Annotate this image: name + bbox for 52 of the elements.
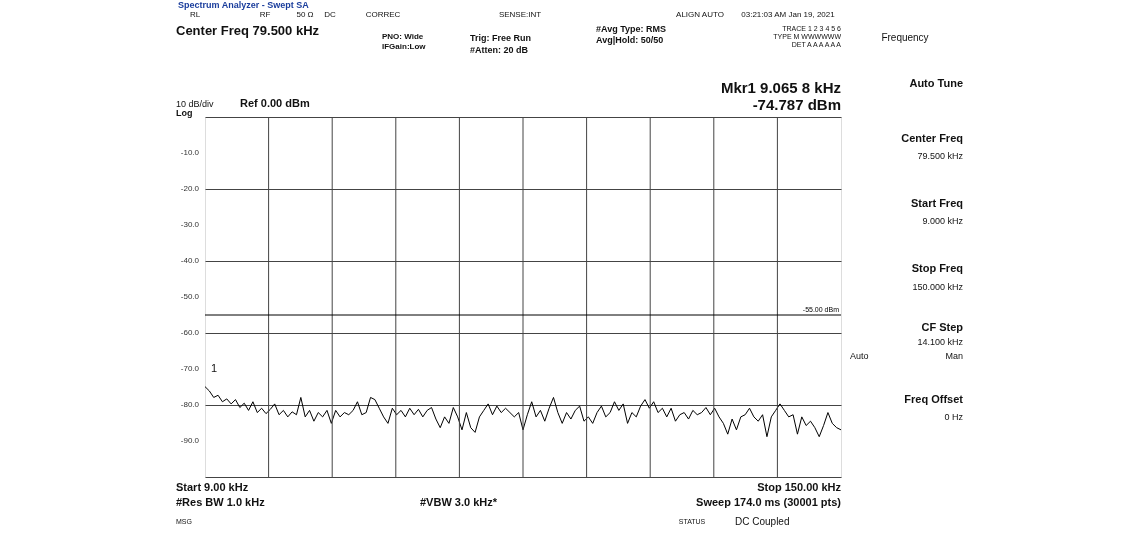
text: CORREC bbox=[365, 10, 401, 19]
y-tick-label: -40.0 bbox=[180, 256, 200, 265]
text: ALIGN AUTO bbox=[676, 10, 724, 19]
y-tick-label: -10.0 bbox=[180, 148, 200, 157]
text: IFGain:Low bbox=[382, 42, 427, 51]
y-tick-label: -50.0 bbox=[180, 292, 200, 301]
text: 10 dB/div bbox=[176, 99, 215, 109]
text: 14.100 kHz bbox=[917, 337, 964, 347]
text: Stop 150.00 kHz bbox=[757, 481, 842, 493]
text: Frequency bbox=[881, 32, 929, 43]
text: Ref 0.00 dBm bbox=[240, 97, 310, 109]
text: 150.000 kHz bbox=[912, 282, 964, 292]
text: Stop Freq bbox=[911, 262, 963, 274]
text: 9.000 kHz bbox=[922, 216, 964, 226]
text: Log bbox=[176, 108, 193, 118]
text: Freq Offset bbox=[904, 393, 964, 405]
line-series bbox=[204, 386, 842, 438]
y-tick-label: -20.0 bbox=[180, 184, 200, 193]
text: Auto Tune bbox=[909, 77, 963, 89]
text: Mkr1 9.065 8 kHz bbox=[720, 79, 841, 96]
text: 50 Ω bbox=[296, 10, 314, 19]
text: 79.500 kHz bbox=[917, 151, 964, 161]
text: Avg|Hold: 50/50 bbox=[596, 35, 664, 45]
text: Center Freq 79.500 kHz bbox=[176, 23, 320, 38]
annotation: 1 bbox=[211, 362, 218, 374]
text: #Res BW 1.0 kHz bbox=[176, 496, 266, 508]
text: Auto bbox=[850, 351, 869, 361]
text: Man bbox=[945, 351, 963, 361]
text: #VBW 3.0 kHz* bbox=[420, 496, 498, 508]
text: SENSE:INT bbox=[498, 10, 542, 19]
text: 03:21:03 AM Jan 19, 2021 bbox=[741, 10, 836, 19]
text: Center Freq bbox=[901, 132, 963, 144]
text: CF Step bbox=[921, 321, 964, 333]
text: RF bbox=[259, 10, 271, 19]
y-tick-label: -30.0 bbox=[180, 220, 200, 229]
text: 0 Hz bbox=[944, 412, 964, 422]
chart-title: Spectrum Analyzer - Swept SA bbox=[178, 0, 310, 10]
text: PNO: Wide bbox=[382, 32, 424, 41]
y-tick-label: -60.0 bbox=[180, 328, 200, 337]
text: Start Freq bbox=[911, 197, 963, 209]
y-tick-label: -90.0 bbox=[180, 436, 200, 445]
text: #Avg Type: RMS bbox=[596, 24, 667, 34]
text: Start 9.00 kHz bbox=[176, 481, 249, 493]
text: Sweep 174.0 ms (30001 pts) bbox=[696, 496, 842, 508]
text: DC bbox=[324, 10, 336, 19]
text: RL bbox=[190, 10, 201, 19]
y-tick-label: -80.0 bbox=[180, 400, 200, 409]
text: DC Coupled bbox=[735, 516, 790, 527]
text: #Atten: 20 dB bbox=[470, 45, 529, 55]
text: Trig: Free Run bbox=[470, 33, 532, 43]
y-tick-label: -70.0 bbox=[180, 364, 200, 373]
text: -74.787 dBm bbox=[752, 96, 841, 113]
